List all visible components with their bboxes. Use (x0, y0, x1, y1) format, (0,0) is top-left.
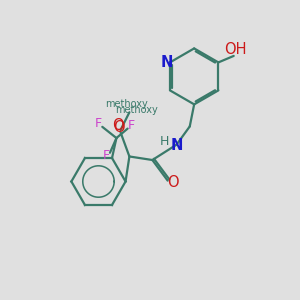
Text: methoxy: methoxy (116, 105, 158, 115)
Text: O: O (112, 118, 124, 134)
Text: O: O (114, 119, 125, 134)
Text: F: F (102, 149, 110, 162)
Text: O: O (167, 175, 179, 190)
Text: methoxy: methoxy (105, 99, 148, 109)
Text: F: F (94, 117, 102, 130)
Text: F: F (128, 119, 135, 132)
Text: N: N (171, 138, 183, 153)
Text: OH: OH (224, 42, 246, 57)
Text: H: H (159, 135, 169, 148)
Text: N: N (160, 55, 172, 70)
